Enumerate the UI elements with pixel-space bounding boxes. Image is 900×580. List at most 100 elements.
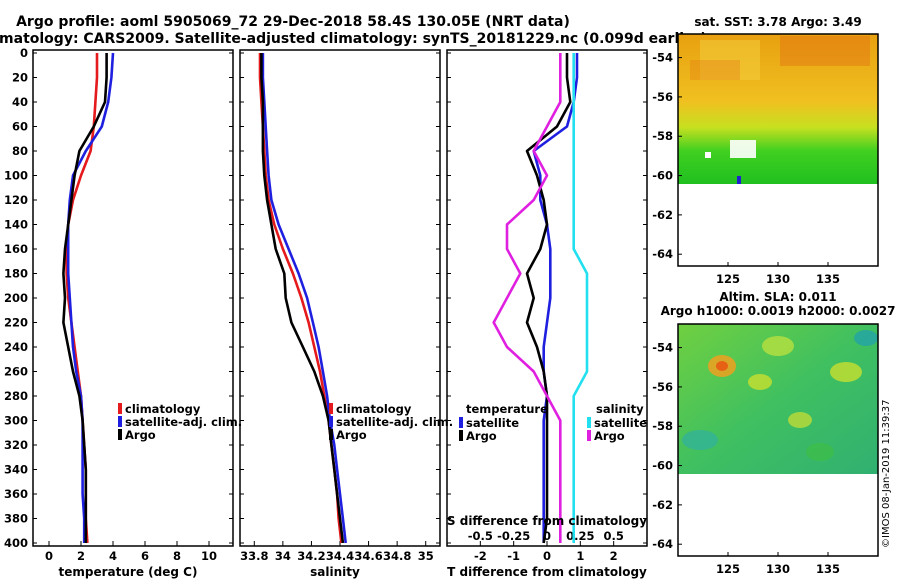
series-line-argo bbox=[62, 53, 108, 543]
s-tick-label: 0.25 bbox=[566, 529, 594, 543]
sst-map-xaxis: 125 130 135 bbox=[716, 262, 840, 286]
legend-label-climatology: climatology bbox=[336, 402, 412, 416]
y-tick-label: -60 bbox=[652, 169, 673, 183]
x-tick-label: 34.8 bbox=[383, 549, 411, 563]
legend-swatch-argo bbox=[118, 429, 122, 440]
difference-panel: -2 -1 0 1 2 -0.5 -0.25 0 0.25 0.5 T difference f… bbox=[446, 49, 648, 579]
difference-lines bbox=[492, 53, 589, 544]
legend-label-satellite: satellite-adj. clim. bbox=[336, 415, 453, 429]
salinity-lines bbox=[258, 53, 347, 544]
series-line-s-satellite bbox=[572, 53, 589, 543]
y-tick-label: 400 bbox=[4, 536, 28, 550]
salinity-frame bbox=[239, 49, 441, 547]
legend-label-t-satellite: satellite bbox=[466, 416, 519, 430]
difference-xaxis: -2 -1 0 1 2 bbox=[474, 541, 618, 563]
x-tick-label: 4 bbox=[109, 549, 117, 563]
series-line-climatology bbox=[258, 53, 343, 544]
y-tick-label: 300 bbox=[4, 414, 28, 428]
y-tick-label: 380 bbox=[4, 512, 28, 526]
sla-map-subtitle: Argo h1000: 0.0019 h2000: 0.0027 bbox=[661, 304, 896, 318]
legend-swatch-t-argo bbox=[459, 430, 463, 441]
x-tick-label: 10 bbox=[201, 549, 217, 563]
y-tick-marks bbox=[240, 52, 440, 544]
y-tick-label: 360 bbox=[4, 487, 28, 501]
y-tick-label: -56 bbox=[652, 90, 673, 104]
difference-legend: temperature satellite Argo salinity sate… bbox=[459, 402, 647, 443]
y-tick-label: 120 bbox=[4, 193, 28, 207]
y-tick-label: 320 bbox=[4, 438, 28, 452]
title-line1: Argo profile: aoml 5905069_72 29-Dec-201… bbox=[16, 14, 570, 30]
temperature-xlabel: temperature (deg C) bbox=[59, 565, 198, 579]
x-tick-label: 125 bbox=[716, 272, 740, 286]
x-tick-label: 130 bbox=[766, 562, 790, 576]
y-tick-label: 40 bbox=[12, 95, 28, 109]
legend-swatch-argo bbox=[329, 429, 333, 440]
x-tick-label: 34.4 bbox=[326, 549, 354, 563]
difference-top-label: S difference from climatology bbox=[447, 514, 647, 528]
legend-label-t-argo: Argo bbox=[466, 429, 497, 443]
s-tick-label: 0.5 bbox=[603, 529, 623, 543]
y-tick-label: 160 bbox=[4, 242, 28, 256]
x-tick-label: 135 bbox=[816, 562, 840, 576]
y-tick-label: -58 bbox=[652, 419, 673, 433]
y-tick-label: 140 bbox=[4, 218, 28, 232]
sla-map-title: Altim. SLA: 0.011 bbox=[719, 290, 836, 304]
y-tick-label: 280 bbox=[4, 389, 28, 403]
x-tick-label: 33.8 bbox=[240, 549, 268, 563]
y-tick-label: -64 bbox=[652, 537, 673, 551]
legend-title-salinity: salinity bbox=[596, 402, 644, 416]
salinity-xaxis: 33.8 34 34.2 34.4 34.6 34.8 35 bbox=[240, 541, 434, 563]
sla-map-panel: Altim. SLA: 0.011 Argo h1000: 0.0019 h20… bbox=[652, 290, 895, 576]
y-tick-label: 180 bbox=[4, 267, 28, 281]
x-tick-label: 34 bbox=[275, 549, 291, 563]
series-line-s-argo bbox=[492, 53, 562, 543]
temperature-frame bbox=[32, 49, 234, 547]
x-tick-label: 0 bbox=[543, 549, 551, 563]
series-line-satellite-adj-clim- bbox=[66, 52, 115, 543]
y-tick-label: 20 bbox=[12, 71, 28, 85]
series-line-t-satellite bbox=[532, 53, 579, 543]
title-line2: Climatology: CARS2009. Satellite-adjuste… bbox=[0, 31, 707, 47]
y-tick-label: -56 bbox=[652, 380, 673, 394]
x-tick-label: -1 bbox=[507, 549, 520, 563]
y-tick-label: -54 bbox=[652, 51, 673, 65]
sst-map-panel: sat. SST: 3.78 Argo: 3.49 125 130 135 -54-… bbox=[652, 15, 879, 286]
x-tick-label: -2 bbox=[474, 549, 487, 563]
series-line-t-argo bbox=[525, 53, 572, 544]
sla-map-xaxis: 125 130 135 bbox=[716, 552, 840, 576]
x-tick-label: 6 bbox=[141, 549, 149, 563]
y-tick-label: 60 bbox=[12, 120, 28, 134]
series-line-satellite-adj-clim- bbox=[261, 53, 347, 544]
legend-swatch-satellite bbox=[118, 416, 122, 427]
x-tick-label: 2 bbox=[77, 549, 85, 563]
legend-label-climatology: climatology bbox=[125, 402, 201, 416]
y-tick-label: -58 bbox=[652, 129, 673, 143]
s-tick-label: -0.25 bbox=[497, 529, 530, 543]
x-tick-label: 35 bbox=[418, 549, 434, 563]
credit-text: ©IMOS 08-Jan-2019 11:39:37 bbox=[881, 400, 892, 548]
legend-label-argo: Argo bbox=[336, 428, 367, 442]
temperature-xaxis: 0 2 4 6 8 10 bbox=[45, 541, 217, 563]
y-tick-label: 200 bbox=[4, 291, 28, 305]
legend-label-s-argo: Argo bbox=[594, 429, 625, 443]
y-tick-label: 0 bbox=[20, 46, 28, 60]
s-tick-label: -0.5 bbox=[468, 529, 493, 543]
sst-map-yaxis: -54 -56 -58 -60 -62 -64 bbox=[652, 51, 682, 261]
y-tick-label: -64 bbox=[652, 247, 673, 261]
y-tick-label: 220 bbox=[4, 316, 28, 330]
x-tick-label: 125 bbox=[716, 562, 740, 576]
x-tick-label: 130 bbox=[766, 272, 790, 286]
x-tick-label: 34.6 bbox=[354, 549, 382, 563]
x-tick-label: 2 bbox=[610, 549, 618, 563]
y-tick-label: -62 bbox=[652, 208, 673, 222]
legend-swatch-climatology bbox=[329, 403, 333, 414]
y-tick-label: 260 bbox=[4, 365, 28, 379]
temperature-yaxis: 0 20 40 60 80 100 120 140 160 180 200 220 240 260 280 3… bbox=[4, 46, 37, 550]
sst-map-texture bbox=[690, 36, 870, 184]
legend-swatch-climatology bbox=[118, 403, 122, 414]
y-tick-label: 340 bbox=[4, 463, 28, 477]
legend-label-argo: Argo bbox=[125, 428, 156, 442]
s-tick-label: 0 bbox=[543, 529, 551, 543]
x-tick-label: 34.2 bbox=[297, 549, 325, 563]
